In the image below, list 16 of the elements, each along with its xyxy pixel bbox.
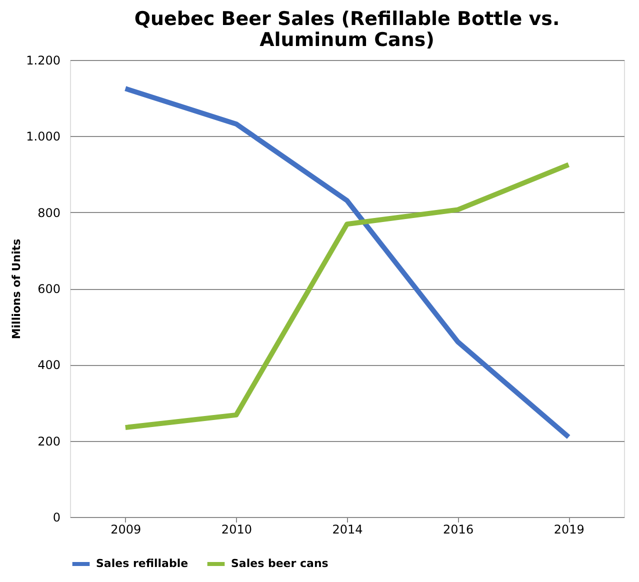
y-tick-label: 0	[52, 510, 60, 524]
x-tick-label: 2014	[332, 522, 363, 536]
y-tick-label: 800	[38, 206, 60, 220]
x-tick-label: 2010	[221, 522, 252, 536]
x-tick-label: 2009	[110, 522, 142, 536]
y-axis-title: Millions of Units	[10, 238, 24, 340]
legend-label: Sales refillable	[96, 557, 188, 570]
y-tick-label: 600	[38, 282, 60, 296]
y-tick-label: 200	[38, 434, 60, 448]
y-tick-label: 1.000	[26, 130, 60, 144]
y-tick-label: 400	[38, 358, 60, 372]
x-tick-label: 2016	[443, 522, 474, 536]
y-tick-label: 1.200	[26, 54, 60, 68]
chart-title: Quebec Beer Sales (Refillable Bottle vs. Aluminum Cans)	[134, 8, 560, 51]
legend-label: Sales beer cans	[231, 557, 329, 570]
x-tick-label: 2019	[554, 522, 584, 536]
